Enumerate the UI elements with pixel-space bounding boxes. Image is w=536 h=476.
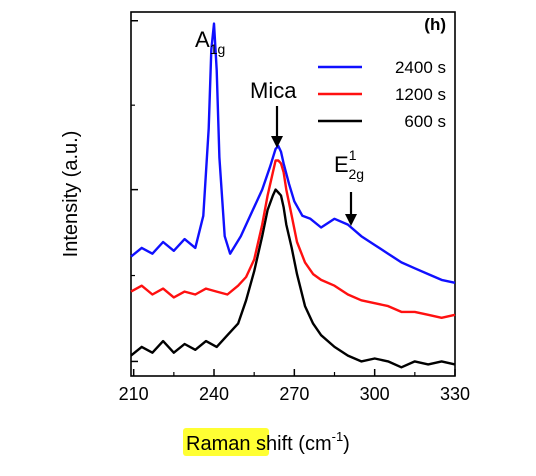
x-axis-title-highlighted-word: Raman <box>186 433 250 455</box>
series-layer <box>130 22 456 369</box>
series-line-600s <box>130 188 456 369</box>
x-axis-title-close: ) <box>343 433 350 455</box>
x-tick-label-210: 210 <box>119 384 149 404</box>
legend-label-600s: 600 s <box>404 112 446 131</box>
series-line-1200s <box>130 159 456 319</box>
legend-label-2400s: 2400 s <box>395 58 446 77</box>
x-axis-title-text: shift (cm <box>250 433 331 455</box>
x-axis-title-highlight <box>183 428 269 456</box>
legend-label-1200s: 1200 s <box>395 85 446 104</box>
x-tick-label-240: 240 <box>199 384 229 404</box>
x-tick-label-300: 300 <box>360 384 390 404</box>
plot-frame <box>130 11 456 377</box>
x-tick-label-330: 330 <box>440 384 470 404</box>
series-line-2400s <box>130 22 456 284</box>
annotation-arrowhead-e2g1 <box>345 214 357 226</box>
annotation-e2g1: E1 2g <box>334 147 364 182</box>
x-axis-title-superscript: -1 <box>332 429 344 444</box>
x-axis-title: Raman shift (cm-1) <box>183 428 350 456</box>
y-axis-title: Intensity (a.u.) <box>60 131 82 258</box>
annotation-arrowhead-mica <box>271 136 283 148</box>
svg-text:Raman shift (cm-1): Raman shift (cm-1) <box>186 429 350 455</box>
y-ticks <box>131 19 138 363</box>
panel-label: (h) <box>424 15 446 34</box>
annotations: A1g Mica E1 2g <box>195 27 364 226</box>
x-tick-label-270: 270 <box>279 384 309 404</box>
legend: 2400 s 1200 s 600 s <box>318 58 446 131</box>
annotation-mica: Mica <box>250 78 297 103</box>
x-ticks: 210 240 270 300 330 <box>119 369 470 404</box>
annotation-a1g: A1g <box>195 27 225 57</box>
